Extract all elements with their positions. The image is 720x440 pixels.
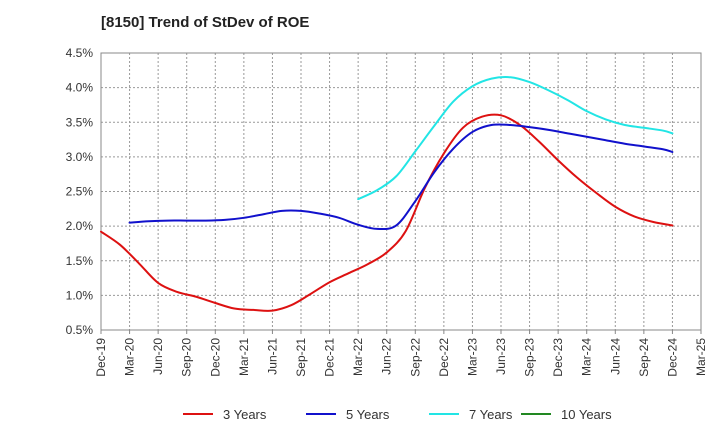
x-tick-label: Jun-20 — [151, 338, 165, 375]
x-axis: Dec-19 Mar-20 Jun-20 Sep-20 Dec-20 Mar-21 Jun-… — [94, 330, 708, 377]
y-tick-label: 0.5% — [66, 323, 94, 337]
series-line-5-years — [128, 123, 674, 231]
x-tick-label: Sep-24 — [637, 338, 651, 377]
y-tick-label: 3.0% — [66, 150, 94, 164]
x-tick-label: Jun-23 — [494, 338, 508, 375]
y-tick-label: 3.5% — [66, 115, 94, 129]
x-tick-label: Dec-23 — [551, 338, 565, 377]
x-tick-label: Mar-22 — [351, 338, 365, 376]
y-tick-label: 4.5% — [66, 46, 94, 60]
x-tick-label: Dec-22 — [437, 338, 451, 377]
x-tick-label: Sep-23 — [523, 338, 537, 377]
legend-label: 7 Years — [469, 407, 513, 422]
x-tick-label: Mar-20 — [123, 338, 137, 376]
y-tick-label: 2.5% — [66, 185, 94, 199]
plot-area — [100, 52, 702, 331]
x-tick-label: Dec-20 — [208, 338, 222, 377]
x-tick-label: Sep-20 — [180, 338, 194, 377]
legend-label: 3 Years — [223, 407, 267, 422]
y-axis: 0.5% 1.0% 1.5% 2.0% 2.5% 3.0% 3.5% 4.0% 4.5% — [66, 46, 94, 337]
x-tick-label: Jun-22 — [380, 338, 394, 375]
x-tick-label: Mar-24 — [580, 338, 594, 376]
x-tick-label: Dec-21 — [323, 338, 337, 377]
legend-label: 5 Years — [346, 407, 390, 422]
series-line-7-years — [357, 76, 674, 201]
y-tick-label: 2.0% — [66, 219, 94, 233]
y-tick-label: 1.0% — [66, 288, 94, 302]
x-tick-label: Sep-21 — [294, 338, 308, 377]
series-line-3-years — [100, 113, 674, 312]
chart-title: [8150] Trend of StDev of ROE — [101, 14, 310, 31]
series-lines — [100, 76, 674, 312]
x-tick-label: Mar-21 — [237, 338, 251, 376]
legend: 3 Years 5 Years 7 Years 10 Years — [183, 407, 612, 422]
x-tick-label: Sep-22 — [408, 338, 422, 377]
x-tick-label: Dec-19 — [94, 338, 108, 377]
x-tick-label: Mar-25 — [694, 338, 708, 376]
y-tick-label: 4.0% — [66, 81, 94, 95]
legend-label: 10 Years — [561, 407, 612, 422]
grid — [101, 53, 701, 330]
y-tick-label: 1.5% — [66, 254, 94, 268]
x-tick-label: Jun-21 — [265, 338, 279, 375]
x-tick-label: Jun-24 — [608, 338, 622, 375]
x-tick-label: Dec-24 — [665, 338, 679, 377]
x-tick-label: Mar-23 — [465, 338, 479, 376]
